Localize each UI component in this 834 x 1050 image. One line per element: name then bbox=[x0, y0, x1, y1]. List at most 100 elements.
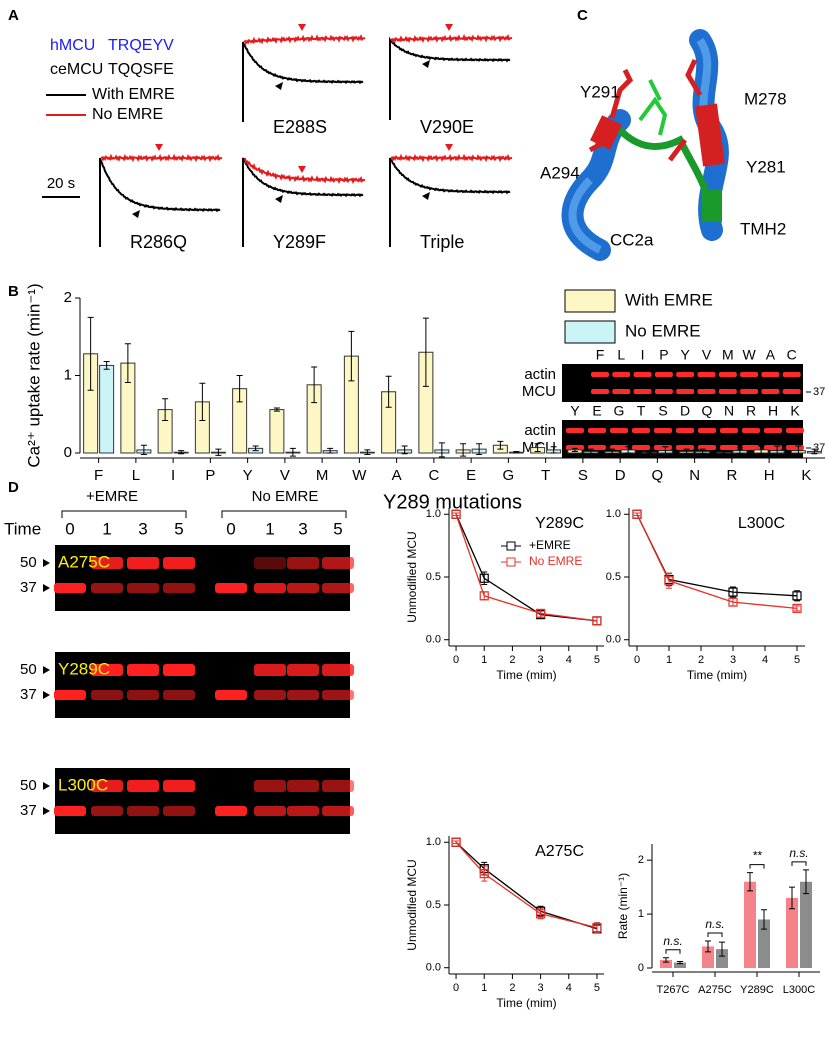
error-bar bbox=[215, 448, 222, 456]
bar bbox=[744, 881, 756, 968]
gel-name: A275C bbox=[58, 552, 110, 571]
band bbox=[127, 664, 159, 676]
trace-with-emre bbox=[242, 41, 364, 122]
y-tick-label: 1 bbox=[64, 366, 72, 383]
x-axis-label: Y289 mutations bbox=[383, 491, 522, 513]
lane-label: A bbox=[766, 347, 776, 363]
error-bar bbox=[761, 909, 767, 930]
lane-label: H bbox=[768, 403, 778, 419]
band bbox=[740, 389, 759, 394]
y-tick-label: 0 bbox=[64, 444, 72, 461]
x-tick-label: 1 bbox=[481, 654, 487, 666]
band bbox=[254, 780, 286, 792]
error-bar bbox=[273, 407, 280, 412]
blot bbox=[562, 364, 803, 402]
y-tick-label: 1.0 bbox=[606, 508, 621, 520]
y-tick-label: 0.0 bbox=[606, 634, 621, 646]
error-bar bbox=[178, 450, 185, 455]
error-bar bbox=[587, 448, 594, 455]
band bbox=[322, 664, 354, 676]
band bbox=[782, 389, 801, 394]
band bbox=[697, 372, 716, 377]
band bbox=[720, 428, 738, 433]
significance-label: n.s. bbox=[705, 917, 724, 931]
error-bar bbox=[534, 443, 541, 452]
band bbox=[254, 583, 286, 593]
error-bar bbox=[348, 330, 355, 382]
significance-bracket bbox=[791, 861, 807, 866]
marker-label: 37 bbox=[813, 386, 825, 398]
residue-label: M278 bbox=[744, 89, 787, 108]
legend-marker bbox=[506, 541, 516, 551]
band bbox=[718, 389, 737, 394]
lane-label: N bbox=[724, 403, 734, 419]
band bbox=[287, 583, 319, 593]
band bbox=[54, 583, 86, 593]
x-tick-label: C bbox=[428, 467, 439, 484]
error-bar bbox=[789, 886, 795, 910]
x-tick-label: 4 bbox=[566, 982, 572, 994]
marker-label: 37 bbox=[813, 442, 825, 454]
band bbox=[591, 372, 609, 377]
band bbox=[632, 445, 650, 450]
error-bar bbox=[476, 443, 483, 456]
error-bar bbox=[699, 448, 706, 455]
trace-no-emre bbox=[101, 153, 223, 163]
error-bar bbox=[385, 375, 392, 408]
band bbox=[654, 428, 672, 433]
x-tick-label: M bbox=[316, 467, 329, 484]
error-bar bbox=[794, 590, 800, 602]
band bbox=[322, 583, 354, 593]
error-bar bbox=[103, 361, 110, 370]
time-point: 5 bbox=[174, 519, 183, 538]
error-bar bbox=[453, 512, 460, 517]
band bbox=[163, 557, 195, 569]
x-tick-label: 2 bbox=[509, 982, 515, 994]
time-point: 0 bbox=[65, 519, 74, 538]
point bbox=[592, 922, 602, 933]
lane-label: L bbox=[617, 347, 625, 363]
residue-label: A294 bbox=[540, 163, 580, 182]
arrowhead bbox=[275, 82, 283, 90]
band bbox=[633, 372, 652, 377]
band bbox=[163, 806, 195, 816]
legend-swatch bbox=[564, 289, 616, 313]
x-tick-label: 2 bbox=[509, 654, 515, 666]
legend-text: hMCU bbox=[50, 37, 95, 54]
band bbox=[591, 389, 609, 394]
blot-label: actin bbox=[524, 422, 556, 439]
lane-label: I bbox=[641, 347, 645, 363]
band bbox=[91, 690, 123, 700]
x-axis-label: Time (mim) bbox=[687, 668, 747, 682]
error-bar bbox=[634, 512, 640, 517]
x-axis-label: Time (mim) bbox=[496, 668, 556, 682]
x-tick-label: W bbox=[352, 467, 367, 484]
time-point: 0 bbox=[226, 519, 235, 538]
mutant-label: E288S bbox=[273, 117, 327, 137]
mutant-label: Triple bbox=[420, 232, 464, 252]
chart-title: L300C bbox=[738, 515, 785, 532]
error-bar bbox=[730, 586, 736, 598]
x-tick-label: 3 bbox=[730, 654, 736, 666]
panel-label: D bbox=[8, 479, 19, 496]
lane-label: V bbox=[702, 347, 712, 363]
series-line bbox=[455, 514, 598, 622]
band bbox=[287, 690, 319, 700]
bracket bbox=[61, 510, 347, 518]
y-tick-label: 2 bbox=[638, 854, 644, 866]
significance-label: ** bbox=[752, 849, 762, 863]
error-bar bbox=[774, 445, 781, 456]
error-bar bbox=[550, 446, 557, 454]
marker-label: 50 bbox=[20, 661, 37, 678]
series-line bbox=[636, 514, 798, 610]
error-bar bbox=[453, 840, 460, 845]
band bbox=[742, 445, 760, 450]
arrowhead bbox=[298, 24, 306, 31]
lane-label: W bbox=[742, 347, 756, 363]
error-bar bbox=[124, 343, 131, 383]
x-axis-label: Time (mim) bbox=[496, 996, 556, 1010]
band bbox=[633, 389, 652, 394]
x-tick-label: Y289C bbox=[740, 984, 774, 996]
x-tick-label: A275C bbox=[698, 984, 732, 996]
error-bar bbox=[625, 446, 632, 454]
